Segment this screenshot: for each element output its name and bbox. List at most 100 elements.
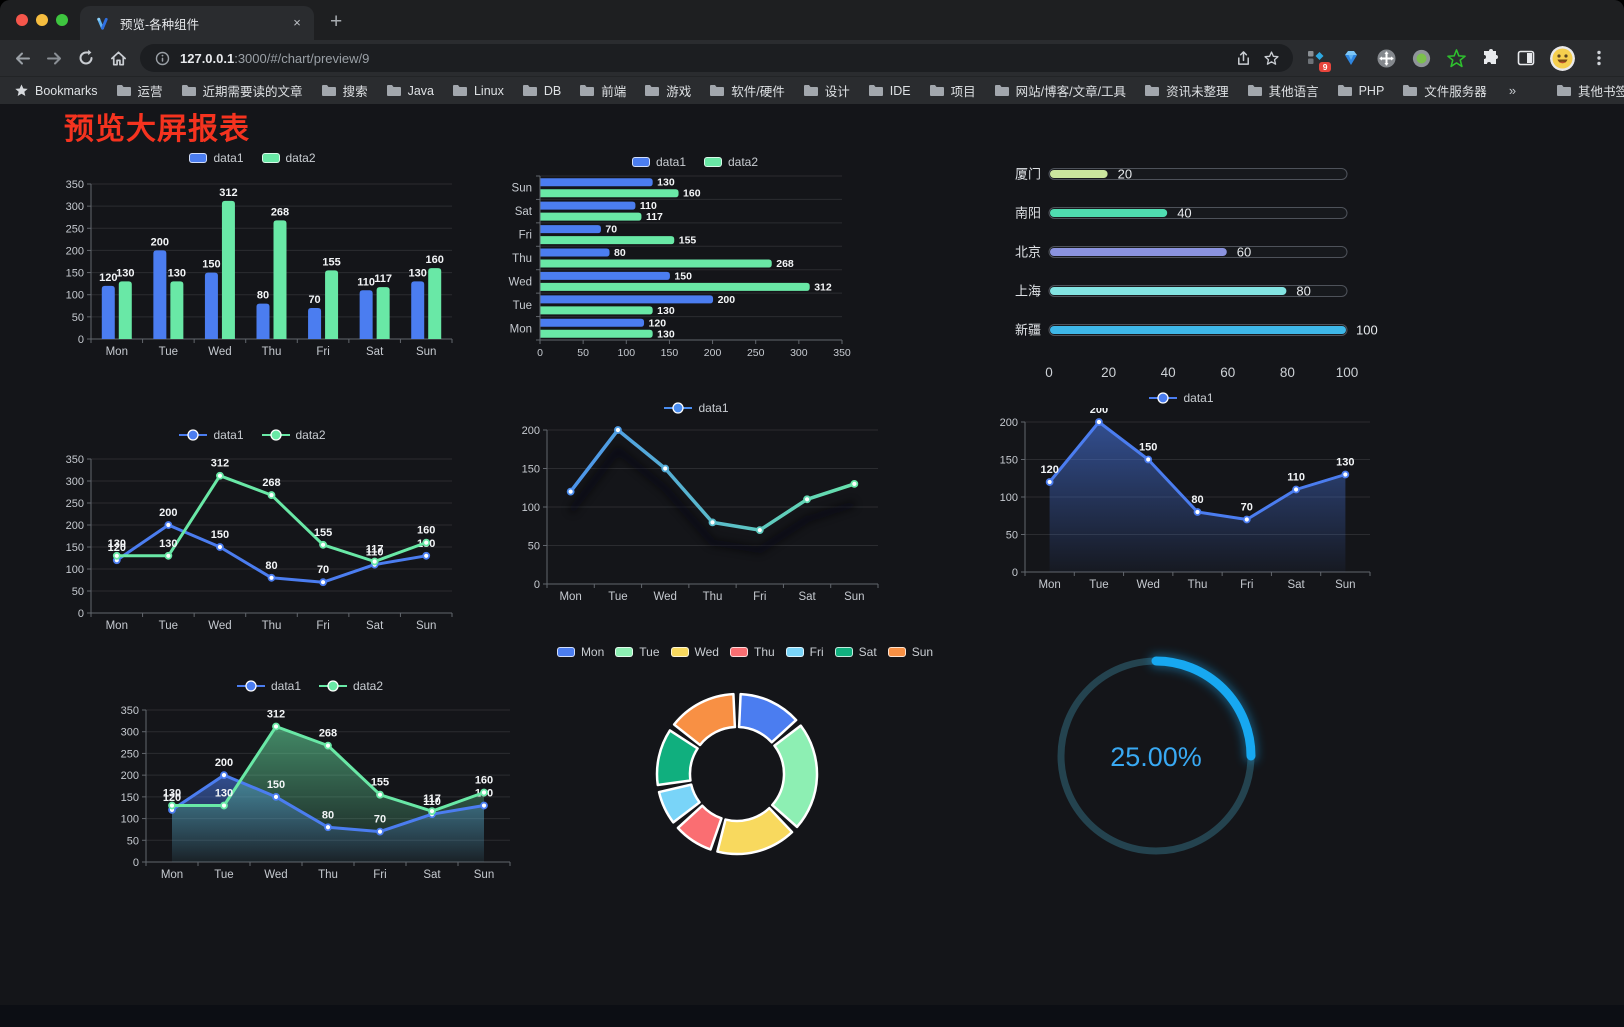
- bookmark-folder-label: 前端: [601, 85, 627, 99]
- bookmark-folder[interactable]: Linux: [452, 84, 504, 98]
- window-zoom-button[interactable]: [56, 14, 68, 26]
- bookmarks-bar: Bookmarks 运营 近期需要读的文章 搜索 Java Linux DB 前端 游戏 软件/…: [0, 76, 1624, 104]
- legend-item[interactable]: data1: [631, 155, 686, 169]
- donut-pie-chart[interactable]: Mon Tue Wed Thu Fri Sat Sun: [556, 642, 934, 882]
- svg-text:Wed: Wed: [1136, 579, 1159, 591]
- window-close-button[interactable]: [16, 14, 28, 26]
- extension-badge: 9: [1319, 61, 1331, 72]
- profile-avatar[interactable]: [1550, 45, 1575, 71]
- legend-item[interactable]: data2: [319, 679, 383, 693]
- back-icon[interactable]: [12, 48, 32, 68]
- grouped-bar-chart[interactable]: data1 data2 0 50 100 150 200 250 300 350 Mon Tue Wed…: [45, 148, 460, 363]
- svg-text:Fri: Fri: [519, 230, 532, 242]
- bookmark-folder[interactable]: IDE: [868, 84, 911, 98]
- legend-marker-icon: [664, 402, 693, 414]
- bookmark-folder[interactable]: Java: [386, 84, 434, 98]
- chart-canvas[interactable]: 0 50 100 150 200 250 300 350 Mon Tue Wed Thu Fri Sat S…: [100, 696, 520, 886]
- tab-close-icon[interactable]: ×: [293, 15, 301, 30]
- legend-item[interactable]: Mon: [556, 645, 604, 659]
- window-minimize-button[interactable]: [36, 14, 48, 26]
- legend-label: Sat: [858, 645, 877, 659]
- bookmark-folder[interactable]: 游戏: [644, 81, 691, 100]
- grid-extension-icon[interactable]: 9: [1305, 47, 1331, 72]
- legend-item[interactable]: data2: [261, 151, 316, 165]
- legend-item[interactable]: data2: [704, 155, 758, 169]
- chart-canvas[interactable]: 25.00%: [1038, 642, 1278, 877]
- multi-line-chart[interactable]: data1 data2 0 50 100 150 200 250 300 350 Mon Tue Wed…: [45, 425, 460, 637]
- bookmark-star-icon[interactable]: [1261, 48, 1281, 68]
- puzzle-extensions-icon[interactable]: [1480, 47, 1502, 69]
- bookmarks-manager-item[interactable]: Bookmarks: [14, 83, 98, 98]
- svg-text:Thu: Thu: [318, 869, 338, 881]
- gem-extension-icon[interactable]: [1340, 47, 1362, 69]
- svg-text:150: 150: [1139, 442, 1157, 454]
- svg-text:60: 60: [1220, 365, 1235, 380]
- reload-icon[interactable]: [76, 48, 96, 68]
- bookmarks-overflow-chevron[interactable]: »: [1508, 83, 1517, 98]
- home-icon[interactable]: [108, 48, 128, 68]
- legend-item[interactable]: Thu: [729, 645, 775, 659]
- svg-text:Sun: Sun: [416, 620, 436, 632]
- menu-dots-icon[interactable]: [1588, 47, 1610, 69]
- green-star-extension-icon[interactable]: [1445, 47, 1467, 69]
- other-bookmarks-item[interactable]: 其他书签: [1556, 81, 1624, 100]
- svg-text:40: 40: [1161, 365, 1176, 380]
- share-icon[interactable]: [1233, 48, 1253, 68]
- legend-label: data2: [353, 679, 384, 693]
- bookmark-folder[interactable]: 设计: [803, 81, 850, 100]
- bookmark-folder[interactable]: 网站/博客/文章/工具: [994, 81, 1126, 100]
- horizontal-bar-chart[interactable]: data1 data2 0 50 100 150 200 250 300 350 Sun 130 160…: [500, 152, 890, 364]
- forward-icon[interactable]: [44, 48, 64, 68]
- circle-arrows-extension-icon[interactable]: [1375, 47, 1397, 69]
- bookmark-folder[interactable]: 文件服务器: [1402, 81, 1487, 100]
- svg-text:70: 70: [374, 814, 386, 826]
- chart-canvas[interactable]: 厦门 20 南阳 40 北京 60 上海 80 新疆 100 0 20 40 60 80 100: [993, 152, 1383, 387]
- legend-item[interactable]: data2: [261, 428, 326, 442]
- area-line-chart[interactable]: data1 0 50 100 150 200 Mon Tue Wed Thu Fri Sat Sun 12…: [983, 388, 1380, 596]
- chart-canvas[interactable]: 0 50 100 150 200 250 300 350 Mon Tue Wed Thu Fri Sat S…: [45, 445, 460, 637]
- record-extension-icon[interactable]: [1410, 47, 1432, 69]
- bookmark-folder[interactable]: 近期需要读的文章: [181, 81, 303, 100]
- chart-canvas[interactable]: [556, 662, 934, 882]
- gradient-line-chart[interactable]: data1 0 50 100 150 200 Mon Tue Wed Thu Fri Sat Sun: [503, 398, 890, 610]
- svg-text:200: 200: [522, 425, 540, 437]
- address-bar[interactable]: 127.0.0.1:3000/#/chart/preview/9: [140, 44, 1293, 72]
- legend-item[interactable]: Sat: [834, 645, 877, 659]
- legend-item[interactable]: data1: [189, 151, 244, 165]
- svg-text:0: 0: [1012, 567, 1018, 579]
- legend-item[interactable]: data1: [179, 428, 244, 442]
- bookmark-folder[interactable]: 软件/硬件: [709, 81, 785, 100]
- bookmark-folder[interactable]: 前端: [579, 81, 626, 100]
- legend-item[interactable]: data1: [236, 679, 301, 693]
- legend-item[interactable]: Tue: [615, 645, 660, 659]
- bookmark-folder[interactable]: 项目: [929, 81, 976, 100]
- chart-canvas[interactable]: 0 50 100 150 200 Mon Tue Wed Thu Fri Sat Sun 120 200 1…: [983, 408, 1380, 596]
- bookmark-folder[interactable]: DB: [522, 84, 561, 98]
- other-bookmarks-label: 其他书签: [1578, 85, 1624, 99]
- legend-item[interactable]: Sun: [887, 645, 933, 659]
- svg-text:50: 50: [577, 347, 589, 359]
- bookmark-folder[interactable]: PHP: [1337, 84, 1384, 98]
- bookmark-folder[interactable]: 运营: [116, 81, 163, 100]
- legend-item[interactable]: Wed: [670, 645, 719, 659]
- bookmark-folder[interactable]: 其他语言: [1247, 81, 1319, 100]
- side-panel-icon[interactable]: [1515, 47, 1537, 69]
- url-text[interactable]: 127.0.0.1:3000/#/chart/preview/9: [180, 51, 1225, 66]
- chart-legend: data1 data2: [500, 152, 890, 172]
- browser-tab[interactable]: 预览-各种组件 ×: [80, 6, 314, 40]
- capsule-progress-chart[interactable]: 厦门 20 南阳 40 北京 60 上海 80 新疆 100 0 20 40 60 80 100: [993, 152, 1383, 387]
- legend-label: data1: [213, 428, 244, 442]
- new-tab-button[interactable]: +: [330, 10, 343, 33]
- svg-text:Wed: Wed: [208, 620, 231, 632]
- site-info-icon[interactable]: [152, 48, 172, 68]
- legend-item[interactable]: data1: [664, 401, 729, 415]
- legend-item[interactable]: data1: [1149, 391, 1214, 405]
- progress-ring-chart[interactable]: 25.00%: [1038, 642, 1278, 877]
- chart-canvas[interactable]: 0 50 100 150 200 250 300 350 Mon Tue Wed Thu Fri Sat S…: [45, 168, 460, 363]
- bookmark-folder[interactable]: 搜索: [321, 81, 368, 100]
- legend-item[interactable]: Fri: [785, 645, 824, 659]
- bookmark-folder[interactable]: 资讯未整理: [1144, 81, 1229, 100]
- chart-canvas[interactable]: 0 50 100 150 200 Mon Tue Wed Thu Fri Sat Sun: [503, 418, 890, 610]
- dual-area-line-chart[interactable]: data1 data2 0 50 100 150 200 250 300 350 Mon Tue Wed…: [100, 676, 520, 886]
